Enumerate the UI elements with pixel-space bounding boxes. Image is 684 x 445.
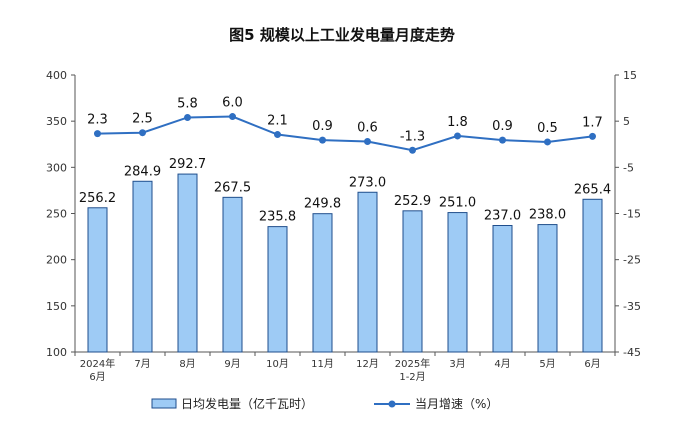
line-value-label: 2.1 (267, 114, 288, 129)
left-tick-label: 350 (46, 115, 67, 128)
bar-series: 256.2 284.9 292.7 267.5 235.8 249.8 273.0 252.9… (79, 157, 611, 353)
left-tick-label: 150 (46, 300, 67, 313)
bar (492, 225, 513, 353)
line-value-label: 6.0 (222, 96, 243, 111)
line-series: 2.3 2.5 5.8 6.0 2.1 0.9 0.6 -1.3 1.8 0.9 0.5 1.7 (87, 96, 603, 154)
line-value-label: 0.9 (492, 119, 513, 134)
line-point (409, 146, 416, 154)
left-tick-label: 300 (46, 161, 67, 174)
x-tick-label: 2025年 (395, 357, 430, 370)
legend-bar-swatch (151, 398, 177, 409)
bar-value-label: 251.0 (439, 196, 476, 211)
right-tick-label: -45 (623, 346, 641, 359)
right-tick-label: 5 (623, 115, 630, 128)
line-value-label: 1.8 (447, 115, 468, 130)
line-point (229, 113, 236, 121)
left-tick-label: 100 (46, 346, 67, 359)
x-tick-label: 7月 (134, 358, 150, 370)
bar (312, 213, 333, 353)
line-point (499, 136, 506, 144)
bar-value-label: 238.0 (529, 208, 566, 223)
x-tick-label: 11月 (311, 358, 334, 370)
bar (132, 180, 153, 353)
bar-value-label: 256.2 (79, 191, 116, 206)
left-tick-label: 200 (46, 254, 67, 267)
bar (582, 198, 603, 353)
line-value-label: 0.6 (357, 120, 378, 135)
line-point (94, 130, 101, 138)
line-point (274, 131, 281, 139)
line-value-label: -1.3 (400, 129, 425, 144)
x-tick-label: 6月 (89, 371, 105, 383)
bar (177, 173, 198, 353)
bar (222, 196, 243, 353)
line-point (589, 132, 596, 140)
x-tick-label: 4月 (494, 358, 510, 370)
bar-value-label: 235.8 (259, 210, 296, 225)
right-tick-label: 15 (623, 69, 637, 82)
line-value-label: 2.3 (87, 113, 108, 128)
line-point (364, 137, 371, 145)
bar-value-label: 249.8 (304, 197, 341, 212)
legend-line-marker (388, 400, 396, 408)
x-tick-label: 10月 (266, 358, 289, 370)
legend: 日均发电量（亿千瓦时） 当月增速（%） (151, 396, 498, 411)
bar-value-label: 237.0 (484, 209, 521, 224)
x-tick-label: 2024年 (80, 357, 115, 370)
x-tick-label: 8月 (179, 358, 195, 370)
bar (447, 212, 468, 353)
right-tick-label: -25 (623, 254, 641, 267)
bar-value-label: 265.4 (574, 182, 611, 197)
line-value-label: 1.7 (582, 115, 603, 130)
legend-line-label: 当月增速（%） (415, 397, 498, 411)
bar-value-label: 273.0 (349, 175, 386, 190)
bar (402, 210, 423, 353)
axes: 100 150 200 250 300 350 400 -45 -35 -25 -15 -5 5 15 20… (46, 69, 641, 383)
bar-value-label: 292.7 (169, 157, 206, 172)
bar-value-label: 284.9 (124, 164, 161, 179)
line-point (319, 136, 326, 144)
line-point (544, 138, 551, 146)
x-tick-label: 1-2月 (399, 371, 425, 383)
bar (357, 191, 378, 353)
line-point (139, 129, 146, 137)
x-tick-label: 3月 (449, 358, 465, 370)
x-tick-label: 6月 (584, 358, 600, 370)
growth-line (97, 115, 593, 152)
left-tick-label: 400 (46, 69, 67, 82)
bar-value-label: 252.9 (394, 194, 431, 209)
left-tick-label: 250 (46, 208, 67, 221)
x-tick-label: 5月 (539, 358, 555, 370)
legend-bar-label: 日均发电量（亿千瓦时） (181, 396, 313, 411)
line-value-label: 2.5 (132, 112, 153, 127)
chart-title: 图5 规模以上工业发电量月度走势 (229, 26, 455, 44)
line-value-label: 5.8 (177, 96, 198, 111)
bar (267, 226, 288, 353)
x-tick-label: 12月 (356, 358, 379, 370)
bar (87, 207, 108, 353)
bar-value-label: 267.5 (214, 180, 251, 195)
right-tick-label: -35 (623, 300, 641, 313)
line-value-label: 0.5 (537, 121, 558, 136)
right-tick-label: -15 (623, 208, 641, 221)
line-point (454, 132, 461, 140)
bar (537, 224, 558, 353)
line-value-label: 0.9 (312, 119, 333, 134)
right-tick-label: -5 (623, 161, 634, 174)
x-tick-label: 9月 (224, 358, 240, 370)
line-point (184, 113, 191, 121)
